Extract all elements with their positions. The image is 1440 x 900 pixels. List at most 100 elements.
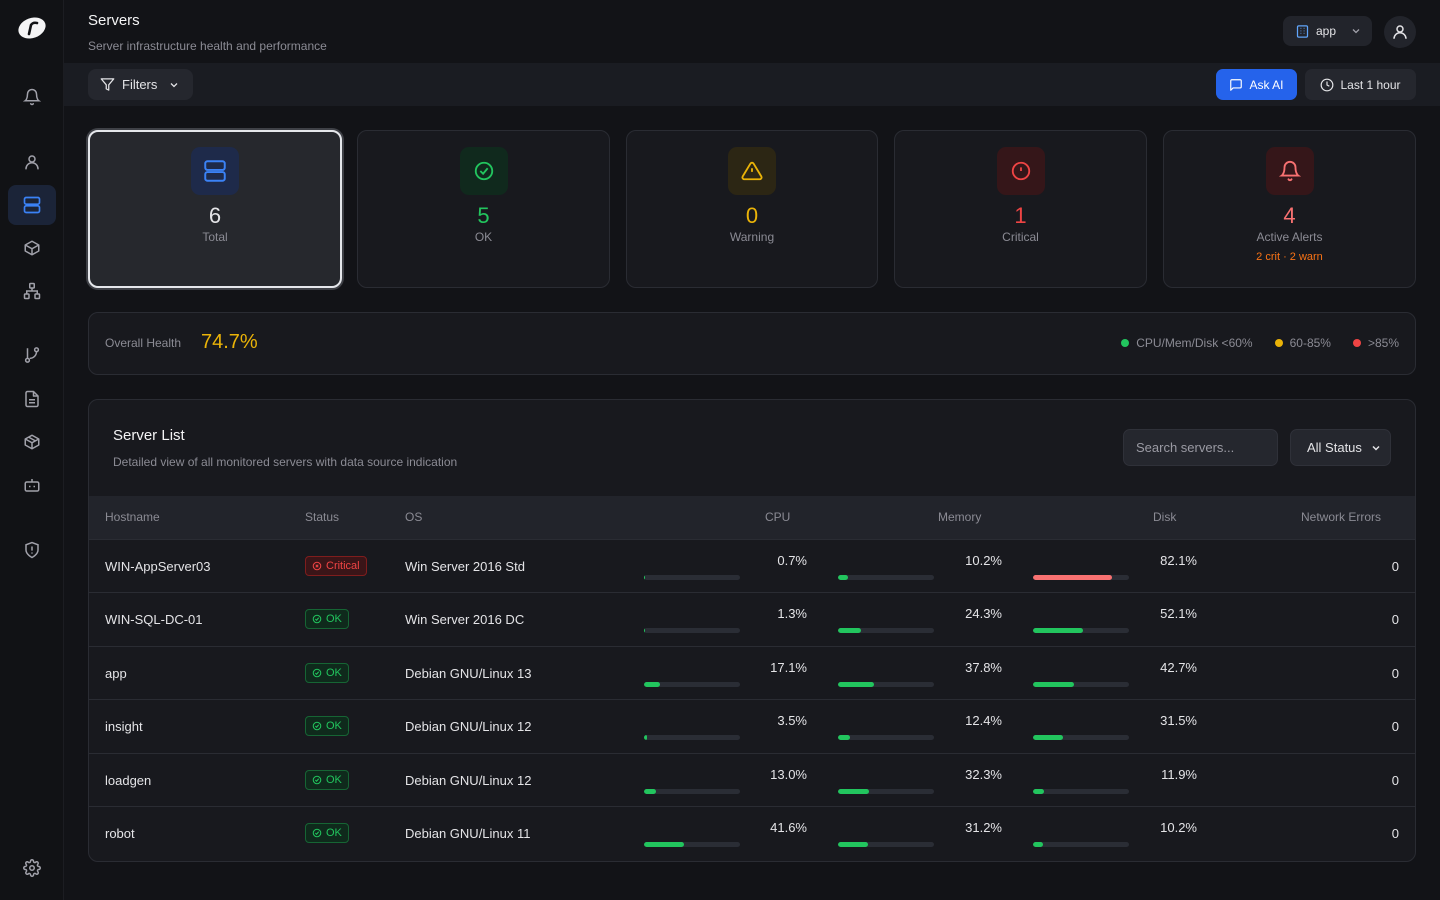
legend-label: 60-85% xyxy=(1289,336,1331,350)
nav-alerts-bell-icon[interactable] xyxy=(8,77,56,117)
status-badge: OK xyxy=(305,663,349,683)
network-errors-cell: 0 xyxy=(1391,773,1399,788)
disk-bar xyxy=(1033,682,1129,687)
filters-button[interactable]: Filters xyxy=(88,69,193,100)
table-row[interactable]: app OK Debian GNU/Linux 13 17.1% 37.8% 42.7% 0 xyxy=(89,646,1415,700)
filter-icon xyxy=(100,77,115,92)
nav-box-icon[interactable] xyxy=(8,228,56,268)
hostname-cell[interactable]: WIN-SQL-DC-01 xyxy=(105,612,203,627)
clock-icon xyxy=(1320,78,1334,92)
mem-bar xyxy=(838,789,934,794)
search-servers-input[interactable] xyxy=(1123,429,1278,466)
header: Servers Server infrastructure health and… xyxy=(64,0,1440,63)
column-header-cpu[interactable]: CPU xyxy=(765,510,791,524)
hostname-cell[interactable]: WIN-AppServer03 xyxy=(105,559,211,574)
column-header-status[interactable]: Status xyxy=(305,510,340,524)
nav-document-icon[interactable] xyxy=(8,379,56,419)
chevron-down-icon xyxy=(168,79,180,91)
stat-value: 4 xyxy=(1283,203,1296,228)
logo-icon[interactable] xyxy=(17,16,47,40)
toolbar: Filters Ask AI Last 1 hour xyxy=(64,63,1440,106)
mem-bar-fill xyxy=(838,789,869,794)
table-row[interactable]: robot OK Debian GNU/Linux 11 41.6% 31.2% 10.2… xyxy=(89,806,1415,860)
nav-shield-icon[interactable] xyxy=(8,530,56,570)
legend-label: CPU/Mem/Disk <60% xyxy=(1136,336,1253,350)
stat-card-active-alerts[interactable]: 4 Active Alerts 2 crit · 2 warn xyxy=(1163,130,1416,288)
stat-card-warning[interactable]: 0 Warning xyxy=(626,130,878,288)
column-header-hostname[interactable]: Hostname xyxy=(105,510,160,524)
table-row[interactable]: WIN-SQL-DC-01 OK Win Server 2016 DC 1.3% 24.… xyxy=(89,592,1415,646)
network-errors-cell: 0 xyxy=(1391,719,1399,734)
disk-bar xyxy=(1033,575,1129,580)
stat-value: 1 xyxy=(1014,203,1027,228)
cpu-bar-fill xyxy=(644,575,646,580)
stat-card-critical[interactable]: 1 Critical xyxy=(894,130,1147,288)
building-icon xyxy=(1295,24,1310,39)
page-title: Servers xyxy=(88,12,140,29)
table-row[interactable]: WIN-AppServer03 Critical Win Server 2016 S… xyxy=(89,539,1415,593)
hostname-cell[interactable]: robot xyxy=(105,826,135,841)
nav-settings-icon[interactable] xyxy=(8,848,56,888)
mem-bar-fill xyxy=(838,682,875,687)
os-cell: Debian GNU/Linux 13 xyxy=(405,666,532,681)
stat-value: 5 xyxy=(477,203,490,228)
hostname-cell[interactable]: app xyxy=(105,666,127,681)
column-header-disk[interactable]: Disk xyxy=(1153,510,1177,524)
disk-bar-fill xyxy=(1033,628,1084,633)
disk-value: 10.2% xyxy=(1160,820,1197,835)
nav-topology-icon[interactable] xyxy=(8,271,56,311)
hostname-cell[interactable]: insight xyxy=(105,719,143,734)
check-circle-icon xyxy=(312,614,322,624)
status-badge-label: Critical xyxy=(326,560,360,572)
nav-bot-icon[interactable] xyxy=(8,465,56,505)
mem-bar xyxy=(838,682,934,687)
hostname-cell[interactable]: loadgen xyxy=(105,773,152,788)
disk-value: 52.1% xyxy=(1160,606,1197,621)
mem-value: 12.4% xyxy=(965,713,1002,728)
nav-user-icon[interactable] xyxy=(8,142,56,182)
network-errors-cell: 0 xyxy=(1391,559,1399,574)
disk-bar xyxy=(1033,735,1129,740)
column-header-network-errors[interactable]: Network Errors xyxy=(1300,510,1381,524)
stat-card-ok[interactable]: 5 OK xyxy=(357,130,610,288)
column-header-memory[interactable]: Memory xyxy=(938,510,982,524)
column-header-os[interactable]: OS xyxy=(405,510,423,524)
time-range-label: Last 1 hour xyxy=(1340,77,1401,92)
table-row[interactable]: insight OK Debian GNU/Linux 12 3.5% 12.4% 31.… xyxy=(89,699,1415,753)
stat-value: 0 xyxy=(745,203,759,228)
time-range-button[interactable]: Last 1 hour xyxy=(1305,69,1416,100)
cpu-bar xyxy=(644,575,740,580)
status-filter-label: All Status xyxy=(1307,440,1362,455)
table-row[interactable]: loadgen OK Debian GNU/Linux 12 13.0% 32.3% 11… xyxy=(89,753,1415,807)
legend-dot xyxy=(1121,339,1130,347)
ask-ai-button[interactable]: Ask AI xyxy=(1216,69,1297,100)
bell-icon xyxy=(1265,147,1314,195)
stat-sub-breakdown: 2 crit · 2 warn xyxy=(1256,251,1323,263)
check-circle-icon xyxy=(312,721,322,731)
cpu-value: 41.6% xyxy=(770,820,807,835)
disk-bar-fill xyxy=(1033,789,1045,794)
cpu-bar-fill xyxy=(644,842,684,847)
cpu-bar-fill xyxy=(644,789,657,794)
legend-item-high: >85% xyxy=(1352,336,1399,350)
nav-servers-icon[interactable] xyxy=(8,185,56,225)
disk-bar-fill xyxy=(1033,682,1074,687)
mem-bar-fill xyxy=(838,575,848,580)
status-badge: OK xyxy=(305,609,349,629)
mem-value: 32.3% xyxy=(965,767,1002,782)
status-filter-select[interactable]: All Status xyxy=(1290,429,1391,466)
stat-card-total[interactable]: 6 Total xyxy=(88,130,342,288)
mem-bar xyxy=(838,575,934,580)
user-avatar-icon[interactable] xyxy=(1384,16,1416,48)
nav-git-branch-icon[interactable] xyxy=(8,335,56,375)
health-value: 74.7% xyxy=(201,331,258,353)
check-circle-icon xyxy=(459,147,508,195)
status-badge-label: OK xyxy=(326,774,342,786)
cpu-bar xyxy=(644,628,740,633)
status-badge: OK xyxy=(305,823,349,843)
cpu-bar-fill xyxy=(644,628,646,633)
app-selector[interactable]: app xyxy=(1283,16,1372,46)
network-errors-cell: 0 xyxy=(1391,612,1399,627)
health-legend: CPU/Mem/Disk <60% 60-85% >85% xyxy=(1121,336,1399,350)
nav-package-icon[interactable] xyxy=(8,422,56,462)
